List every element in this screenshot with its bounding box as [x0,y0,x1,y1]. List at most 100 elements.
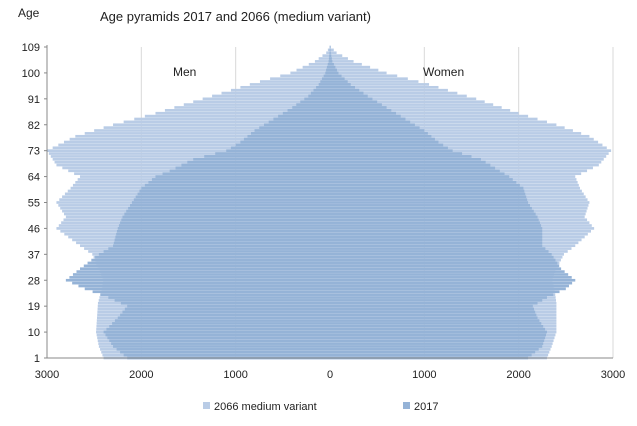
bar-s2017-men [268,120,330,124]
bar-s2066-women [330,103,494,106]
bar-s2066-men [75,134,330,138]
bar-s2017-men [296,103,330,106]
bar-s2017-men [151,178,330,181]
bar-s2066-men [183,103,330,106]
bar-s2017-men [72,273,331,276]
bar-s2066-men [249,83,330,86]
bar-s2017-women [330,60,333,63]
bar-s2017-women [330,313,537,317]
bar-s2017-men [112,322,330,325]
bar-s2017-women [330,103,382,106]
bar-s2017-women [330,152,463,155]
bar-s2017-men [114,319,330,322]
bar-s2066-women [330,106,502,109]
bar-s2066-men [94,129,331,132]
bar-s2066-men [144,114,330,118]
bar-s2017-women [330,299,543,302]
bar-s2017-women [330,209,534,213]
bar-s2066-women [330,74,398,78]
bar-s2066-men [50,155,330,158]
bar-s2017-men [247,134,330,138]
bar-s2017-women [330,100,378,104]
legend-swatch-2017 [403,402,410,409]
bar-s2017-men [204,155,330,158]
bar-s2017-women [330,270,565,273]
bar-s2066-men [48,152,331,155]
bar-s2017-women [330,155,472,158]
bar-s2066-men [327,48,330,52]
y-tick-label: 19 [28,301,40,313]
bar-s2017-men [114,238,330,242]
bar-s2066-men [290,71,330,75]
bar-s2066-women [330,77,408,81]
bar-s2017-men [78,284,330,288]
bar-s2017-men [321,77,330,81]
bar-s2017-women [330,264,560,268]
bar-s2017-women [330,134,432,138]
bar-s2017-women [330,333,547,337]
bar-s2017-women [330,189,525,193]
x-tick-label: 1000 [412,369,436,381]
bar-s2017-men [259,126,330,129]
bar-s2017-women [330,345,543,348]
bar-s2066-men [296,68,330,72]
bar-s2066-women [330,129,573,132]
bar-s2017-women [330,353,532,357]
bar-s2017-women [330,157,481,161]
bar-s2017-men [103,330,330,334]
bar-s2066-men [193,100,330,104]
bar-s2017-men [92,290,330,294]
bar-s2017-men [84,287,330,291]
bar-s2017-men [310,91,330,95]
bar-s2017-men [91,258,330,262]
y-tick-label: 73 [28,146,40,158]
bar-s2017-women [330,229,543,233]
bar-s2017-women [330,85,355,89]
bar-s2017-men [65,278,330,282]
bar-s2017-men [325,71,330,75]
bar-s2066-men [308,62,330,66]
bar-s2066-men [47,149,330,152]
bar-s2066-women [330,143,603,147]
bar-s2017-women [330,227,543,230]
y-tick-label: 100 [22,68,40,80]
bar-s2066-women [330,68,379,72]
bar-s2017-women [330,247,546,250]
bar-s2066-women [330,71,387,75]
bar-s2066-women [330,80,419,83]
bar-s2017-women [330,71,339,75]
bar-s2017-women [330,235,543,239]
bar-s2017-men [235,143,330,147]
bar-s2017-women [330,143,444,147]
bar-s2017-women [330,348,539,351]
bar-s2017-women [330,267,562,271]
bar-s2066-men [52,157,330,161]
bar-s2066-men [164,109,330,112]
bar-s2017-men [124,212,330,216]
bar-s2017-men [326,68,330,72]
bar-s2066-men [174,106,330,109]
bar-s2017-men [120,350,330,354]
bar-s2017-women [330,80,348,83]
bar-s2066-women [330,97,477,101]
bar-s2017-women [330,310,536,314]
bar-s2066-men [318,57,330,60]
bar-s2066-women [330,140,599,144]
bar-s2017-women [330,178,513,181]
bar-s2017-men [108,296,330,299]
bar-s2017-women [330,253,552,256]
y-tick-label: 55 [28,198,40,210]
bar-s2017-men [133,198,330,201]
bar-s2066-men [202,97,330,101]
bar-s2017-men [240,140,330,144]
bar-s2066-men [221,91,330,95]
bar-s2017-women [330,126,420,129]
y-tick-label: 82 [28,120,40,132]
bar-s2017-men [193,157,330,161]
bar-s2017-women [330,111,397,115]
bar-s2066-men [212,94,330,98]
bar-s2066-women [330,57,348,60]
bar-s2066-men [84,132,330,135]
bar-s2017-women [330,137,435,141]
